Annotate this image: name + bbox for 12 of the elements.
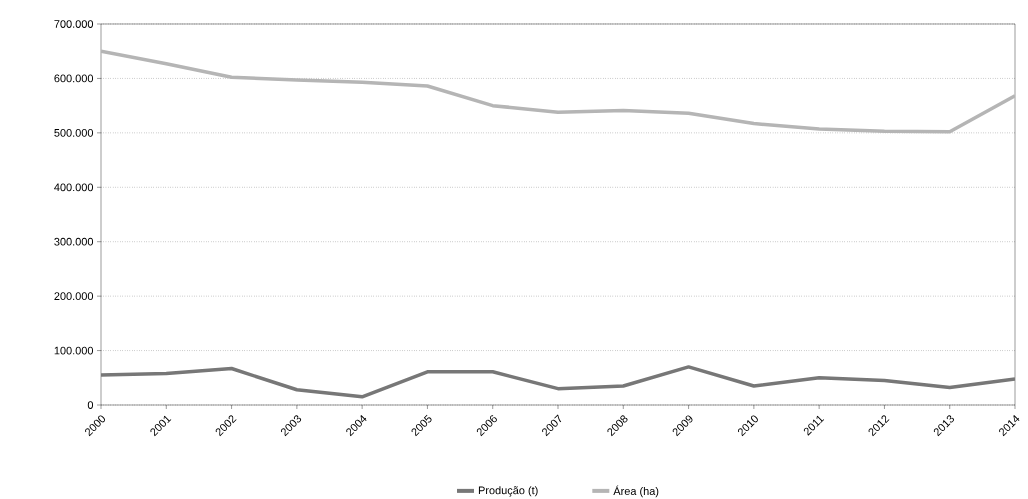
y-tick-label: 100.000 (54, 346, 94, 355)
line-series (101, 49, 1016, 134)
y-tick-label: 500.000 (54, 128, 94, 137)
y-tick-label: 0 (87, 401, 94, 409)
y-tick-label: 600.000 (54, 74, 94, 83)
y-tick-label: 200.000 (54, 292, 94, 301)
y-tick-label: 300.000 (54, 237, 94, 246)
line-series (101, 365, 1016, 399)
legend-label: Área (ha) (613, 485, 659, 498)
legend-label: Produção (t) (478, 486, 538, 497)
y-tick-label: 400.000 (54, 183, 94, 192)
y-tick-label: 700.000 (54, 20, 94, 28)
